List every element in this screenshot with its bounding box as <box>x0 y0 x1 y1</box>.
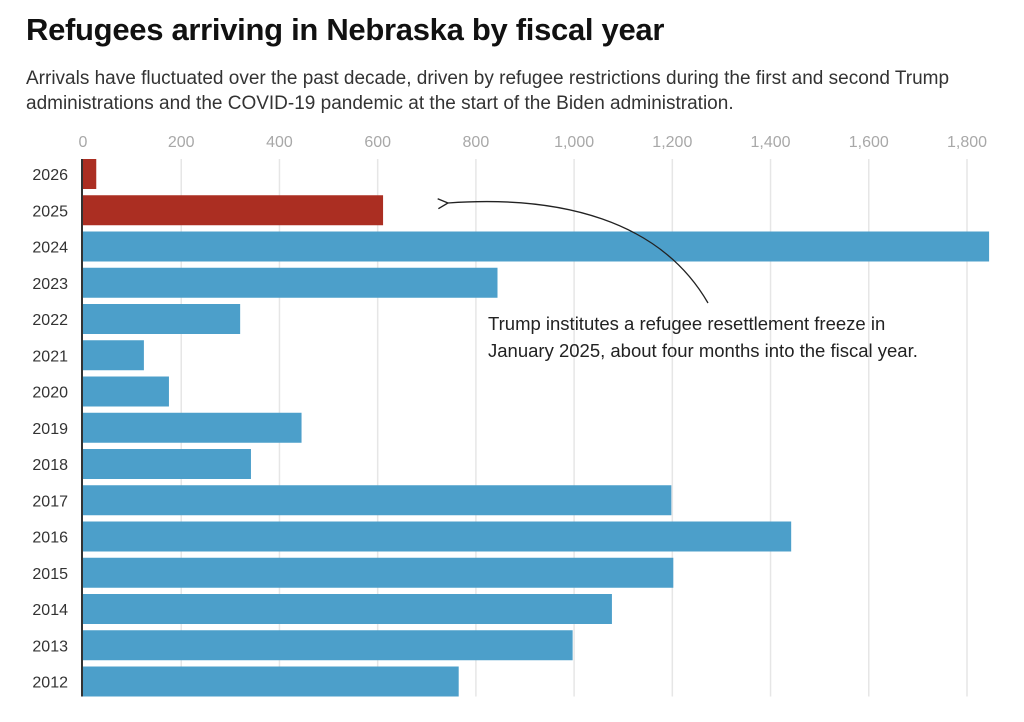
x-tick-label: 1,400 <box>751 134 791 151</box>
y-category-label: 2012 <box>32 675 68 692</box>
bar-2020 <box>83 376 169 407</box>
bar-2025 <box>83 195 384 226</box>
y-category-label: 2017 <box>32 493 68 510</box>
y-category-label: 2014 <box>32 602 68 619</box>
y-axis-labels: 2026 2025 2024 2023 2022 2021 2020 2019 2018 2017… <box>32 167 68 692</box>
x-tick-label: 0 <box>79 134 88 151</box>
y-category-label: 2018 <box>32 457 68 474</box>
bar-2018 <box>83 449 251 479</box>
bar-2015 <box>83 557 674 588</box>
bar-2016 <box>83 521 792 552</box>
x-tick-label: 800 <box>463 134 490 151</box>
y-category-label: 2016 <box>32 530 68 547</box>
annotation-line-1: Trump institutes a refugee resettlement … <box>488 313 885 334</box>
bar-2021 <box>83 340 144 371</box>
bar-2026 <box>83 159 97 189</box>
bar-2019 <box>83 412 302 443</box>
bar-2014 <box>83 594 612 624</box>
chart-title: Refugees arriving in Nebraska by fiscal … <box>26 12 665 47</box>
y-category-label: 2023 <box>32 276 68 293</box>
annotation-line-2: January 2025, about four months into the… <box>488 340 918 361</box>
bar-2024 <box>83 231 990 262</box>
y-category-label: 2020 <box>32 385 68 402</box>
x-tick-label: 1,000 <box>554 134 594 151</box>
chart-subtitle: Arrivals have fluctuated over the past d… <box>26 68 950 114</box>
y-category-label: 2015 <box>32 566 68 583</box>
x-axis-ticks: 0 200 400 600 800 1,000 1,200 1,400 1,600 1,800 <box>79 134 988 151</box>
y-category-label: 2019 <box>32 421 68 438</box>
y-category-label: 2022 <box>32 312 68 329</box>
x-tick-label: 600 <box>364 134 391 151</box>
bar-2012 <box>83 666 459 697</box>
y-category-label: 2024 <box>32 240 68 257</box>
bar-2023 <box>83 267 498 298</box>
x-tick-label: 400 <box>266 134 293 151</box>
x-tick-label: 1,600 <box>849 134 889 151</box>
bar-2017 <box>83 485 672 516</box>
y-category-label: 2013 <box>32 638 68 655</box>
y-category-label: 2021 <box>32 348 68 365</box>
annotation-text: Trump institutes a refugee resettlement … <box>488 313 918 361</box>
y-category-label: 2025 <box>32 203 68 220</box>
bar-2013 <box>83 630 573 661</box>
x-tick-label: 200 <box>168 134 195 151</box>
bars <box>83 159 990 697</box>
bar-2022 <box>83 304 241 334</box>
y-category-label: 2026 <box>32 167 68 184</box>
x-tick-label: 1,800 <box>947 134 987 151</box>
annotation-arrow <box>448 202 709 304</box>
x-tick-label: 1,200 <box>652 134 692 151</box>
